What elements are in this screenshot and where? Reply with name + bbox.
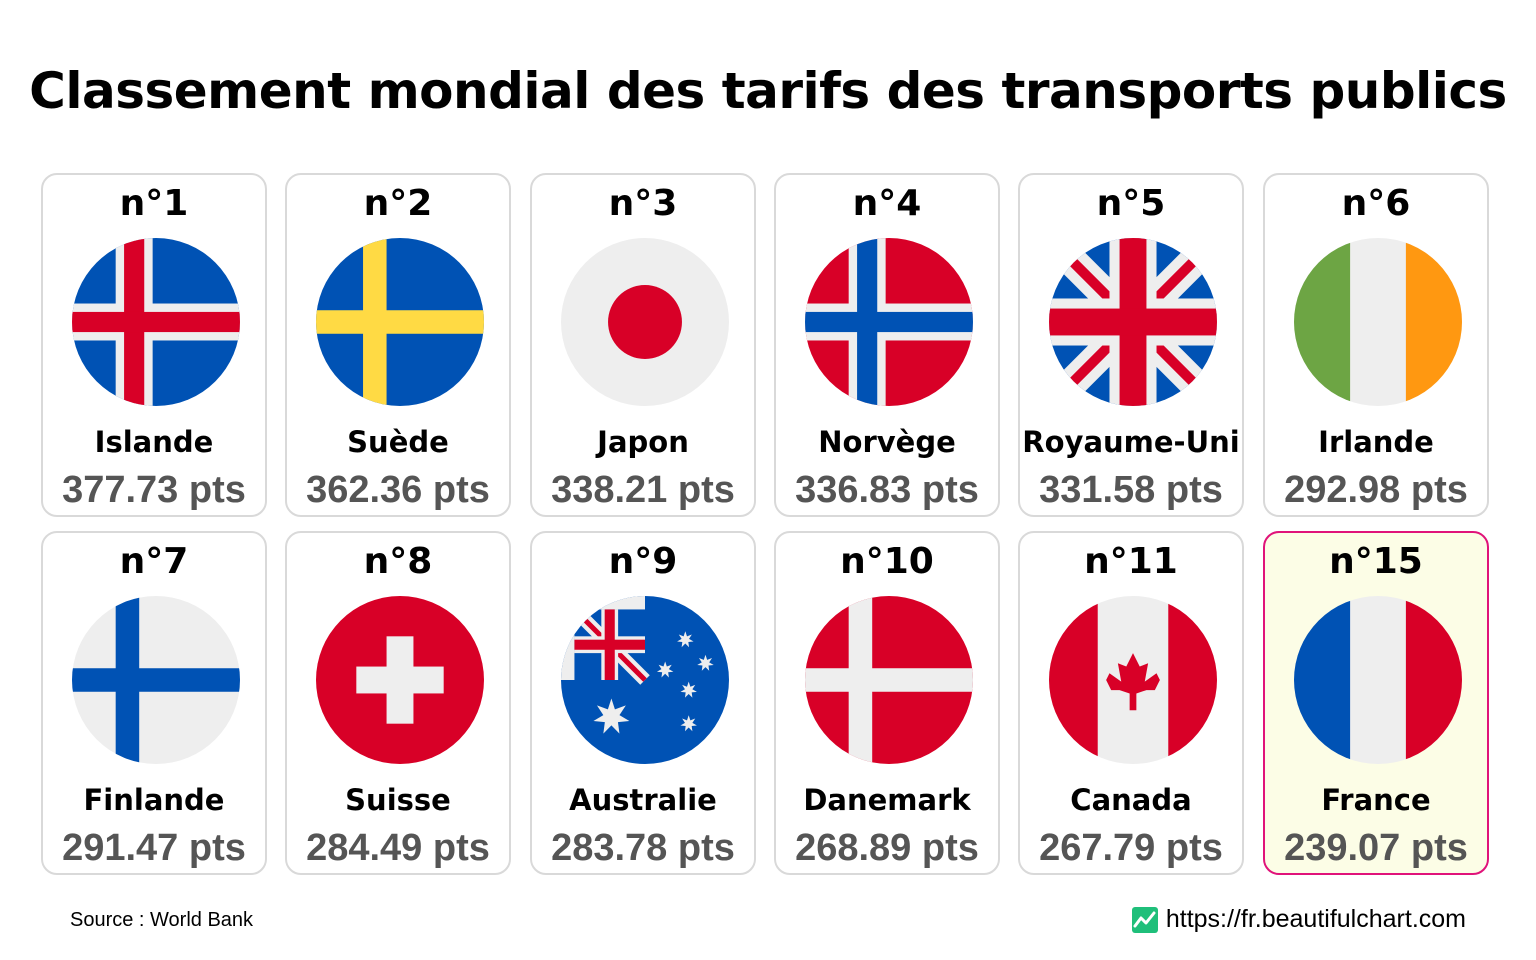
country-card: n°5 Royaume-Uni 331.58 pts [1018, 173, 1244, 517]
country-card: n°7 Finlande 291.47 pts [41, 531, 267, 875]
country-card: n°2 Suède 362.36 pts [285, 173, 511, 517]
rank-label: n°3 [608, 183, 678, 224]
country-card: n°15 France 239.07 pts [1263, 531, 1489, 875]
france-flag [1294, 596, 1462, 764]
australia-flag [561, 596, 729, 764]
country-card: n°9 Australie 283.78 pts [530, 531, 756, 875]
iceland-flag [72, 238, 240, 406]
rank-label: n°10 [840, 541, 934, 582]
credit-url[interactable]: https://fr.beautifulchart.com [1165, 905, 1466, 933]
score-value: 336.83 pts [795, 469, 979, 511]
trend-chart-icon [1131, 906, 1158, 933]
country-name: Islande [94, 425, 214, 459]
score-value: 377.73 pts [62, 469, 246, 511]
rank-label: n°6 [1341, 183, 1411, 224]
rank-label: n°4 [852, 183, 922, 224]
rank-label: n°11 [1084, 541, 1178, 582]
country-name: Royaume-Uni [1022, 425, 1240, 459]
score-value: 331.58 pts [1039, 469, 1223, 511]
country-name: Suède [347, 425, 449, 459]
country-name: Irlande [1318, 425, 1434, 459]
score-value: 338.21 pts [551, 469, 735, 511]
score-value: 239.07 pts [1284, 827, 1468, 869]
score-value: 283.78 pts [551, 827, 735, 869]
rank-label: n°1 [119, 183, 189, 224]
canada-flag [1049, 596, 1217, 764]
rank-label: n°5 [1096, 183, 1166, 224]
rank-label: n°8 [363, 541, 433, 582]
country-card: n°6 Irlande 292.98 pts [1263, 173, 1489, 517]
country-name: Danemark [803, 783, 971, 817]
rank-label: n°2 [363, 183, 433, 224]
country-name: France [1321, 783, 1431, 817]
source-note: Source : World Bank [70, 909, 254, 931]
ireland-flag [1294, 238, 1462, 406]
uk-flag [1049, 238, 1217, 406]
score-value: 267.79 pts [1039, 827, 1223, 869]
rank-label: n°7 [119, 541, 189, 582]
country-name: Suisse [345, 783, 451, 817]
country-card: n°3 Japon 338.21 pts [530, 173, 756, 517]
score-value: 284.49 pts [306, 827, 490, 869]
country-card: n°8 Suisse 284.49 pts [285, 531, 511, 875]
page-title: Classement mondial des tarifs des transp… [29, 62, 1507, 120]
sweden-flag [316, 238, 484, 406]
rank-label: n°9 [608, 541, 678, 582]
rank-label: n°15 [1329, 541, 1423, 582]
country-card: n°11 Canada 267.79 pts [1018, 531, 1244, 875]
score-value: 268.89 pts [795, 827, 979, 869]
credit-link[interactable]: https://fr.beautifulchart.com [1131, 905, 1466, 934]
japan-flag [561, 238, 729, 406]
switzerland-flag [316, 596, 484, 764]
country-name: Norvège [818, 425, 956, 459]
finland-flag [72, 596, 240, 764]
country-card: n°4 Norvège 336.83 pts [774, 173, 1000, 517]
score-value: 291.47 pts [62, 827, 246, 869]
country-name: Japon [597, 425, 689, 459]
country-card: n°10 Danemark 268.89 pts [774, 531, 1000, 875]
score-value: 292.98 pts [1284, 469, 1468, 511]
country-name: Finlande [83, 783, 225, 817]
denmark-flag [805, 596, 973, 764]
score-value: 362.36 pts [306, 469, 490, 511]
country-name: Australie [569, 783, 717, 817]
norway-flag [805, 238, 973, 406]
country-card: n°1 Islande 377.73 pts [41, 173, 267, 517]
country-name: Canada [1070, 783, 1192, 817]
